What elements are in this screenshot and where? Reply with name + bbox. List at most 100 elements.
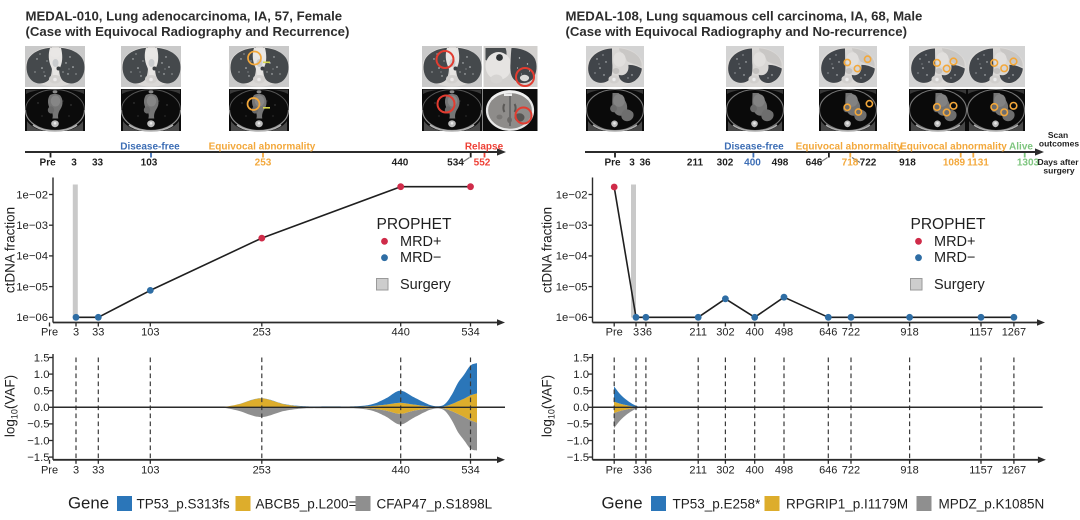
svg-text:3: 3 xyxy=(633,464,639,476)
svg-text:Disease-free: Disease-free xyxy=(724,142,784,153)
svg-text:−1.5: −1.5 xyxy=(27,452,49,464)
svg-text:1e−03: 1e−03 xyxy=(556,220,588,232)
svg-text:Pre: Pre xyxy=(606,327,623,339)
svg-text:36: 36 xyxy=(640,327,652,339)
svg-text:534: 534 xyxy=(461,327,479,339)
svg-text:Gene: Gene xyxy=(602,494,643,513)
svg-text:1303: 1303 xyxy=(1017,158,1040,169)
svg-text:log10(VAF): log10(VAF) xyxy=(3,375,20,437)
svg-text:33: 33 xyxy=(92,327,104,339)
svg-text:646: 646 xyxy=(819,327,837,339)
svg-text:0.5: 0.5 xyxy=(573,386,589,398)
svg-text:Pre: Pre xyxy=(604,158,621,169)
svg-text:1267: 1267 xyxy=(1002,464,1026,476)
svg-text:MPDZ_p.K1085N: MPDZ_p.K1085N xyxy=(939,497,1045,512)
svg-text:36: 36 xyxy=(639,158,651,169)
svg-text:TP53_p.S313fs: TP53_p.S313fs xyxy=(137,497,230,512)
svg-text:718: 718 xyxy=(842,158,859,169)
svg-text:440: 440 xyxy=(392,464,410,476)
svg-text:253: 253 xyxy=(255,158,272,169)
svg-text:Scan: Scan xyxy=(1048,130,1068,140)
svg-text:498: 498 xyxy=(775,327,793,339)
svg-text:−1.0: −1.0 xyxy=(27,435,49,447)
svg-text:log10(VAF): log10(VAF) xyxy=(540,375,557,437)
svg-text:1157: 1157 xyxy=(969,327,993,339)
svg-text:ctDNA fraction: ctDNA fraction xyxy=(540,207,555,293)
svg-text:103: 103 xyxy=(141,158,158,169)
svg-text:552: 552 xyxy=(474,158,491,169)
svg-text:0.5: 0.5 xyxy=(34,386,50,398)
svg-text:Relapse: Relapse xyxy=(465,142,504,153)
svg-text:918: 918 xyxy=(900,464,918,476)
svg-text:3: 3 xyxy=(633,327,639,339)
svg-text:−1.0: −1.0 xyxy=(567,435,589,447)
svg-text:302: 302 xyxy=(716,327,734,339)
svg-text:MRD+: MRD+ xyxy=(400,234,442,250)
svg-text:Disease-free: Disease-free xyxy=(120,142,180,153)
svg-text:646: 646 xyxy=(806,158,823,169)
svg-text:400: 400 xyxy=(746,464,764,476)
svg-text:1.5: 1.5 xyxy=(573,352,589,364)
svg-text:Pre: Pre xyxy=(41,464,58,476)
svg-text:3: 3 xyxy=(73,327,79,339)
svg-text:211: 211 xyxy=(689,327,707,339)
svg-text:Alive: Alive xyxy=(1009,142,1033,153)
svg-text:918: 918 xyxy=(899,158,916,169)
svg-text:918: 918 xyxy=(900,327,918,339)
svg-text:440: 440 xyxy=(392,158,409,169)
svg-text:103: 103 xyxy=(141,327,159,339)
svg-text:1157: 1157 xyxy=(969,464,993,476)
svg-text:1e−06: 1e−06 xyxy=(16,312,48,324)
svg-text:1e−02: 1e−02 xyxy=(16,189,48,201)
svg-text:Gene: Gene xyxy=(68,494,109,513)
svg-text:TP53_p.E258*: TP53_p.E258* xyxy=(673,497,762,512)
svg-text:1131: 1131 xyxy=(967,158,989,169)
svg-text:1e−05: 1e−05 xyxy=(556,281,588,293)
svg-text:103: 103 xyxy=(141,464,159,476)
svg-text:498: 498 xyxy=(772,158,789,169)
svg-text:Equivocal abnormality: Equivocal abnormality xyxy=(796,142,903,153)
svg-text:CFAP47_p.S1898L: CFAP47_p.S1898L xyxy=(377,497,493,512)
svg-text:400: 400 xyxy=(746,327,764,339)
svg-text:Days after: Days after xyxy=(1037,157,1079,167)
svg-text:MRD−: MRD− xyxy=(400,250,442,266)
svg-text:ctDNA fraction: ctDNA fraction xyxy=(3,207,18,293)
svg-text:Equivocal abnormality: Equivocal abnormality xyxy=(900,142,1007,153)
svg-text:surgery: surgery xyxy=(1043,166,1074,176)
svg-text:ABCB5_p.L200=: ABCB5_p.L200= xyxy=(256,497,357,512)
svg-text:33: 33 xyxy=(92,464,104,476)
svg-text:MRD+: MRD+ xyxy=(934,234,976,250)
svg-text:Surgery: Surgery xyxy=(400,277,452,293)
svg-text:253: 253 xyxy=(253,327,271,339)
svg-text:−0.5: −0.5 xyxy=(567,419,589,431)
svg-text:3: 3 xyxy=(73,464,79,476)
svg-text:Equivocal abnormality: Equivocal abnormality xyxy=(209,142,316,153)
svg-text:211: 211 xyxy=(687,158,704,169)
svg-text:498: 498 xyxy=(775,464,793,476)
svg-text:Surgery: Surgery xyxy=(934,277,986,293)
svg-text:3: 3 xyxy=(629,158,635,169)
svg-text:Pre: Pre xyxy=(40,158,57,169)
svg-text:Pre: Pre xyxy=(41,327,58,339)
svg-text:646: 646 xyxy=(819,464,837,476)
svg-text:1e−04: 1e−04 xyxy=(556,251,588,263)
svg-text:MRD−: MRD− xyxy=(934,250,976,266)
svg-text:534: 534 xyxy=(461,464,479,476)
svg-text:MEDAL-108, Lung squamous cell: MEDAL-108, Lung squamous cell carcinoma,… xyxy=(566,9,923,24)
svg-text:(Case with Equivocal Radiograp: (Case with Equivocal Radiography and No-… xyxy=(566,24,907,39)
svg-text:33: 33 xyxy=(92,158,104,169)
svg-text:1e−04: 1e−04 xyxy=(16,251,48,263)
svg-text:1e−06: 1e−06 xyxy=(556,312,588,324)
svg-text:3: 3 xyxy=(71,158,77,169)
svg-text:302: 302 xyxy=(716,464,734,476)
svg-text:1.0: 1.0 xyxy=(34,369,50,381)
svg-text:1.0: 1.0 xyxy=(573,369,589,381)
svg-text:−1.5: −1.5 xyxy=(567,452,589,464)
svg-text:722: 722 xyxy=(860,158,877,169)
svg-text:RPGRIP1_p.I1179M: RPGRIP1_p.I1179M xyxy=(786,497,908,512)
svg-text:1.5: 1.5 xyxy=(34,352,50,364)
svg-text:−0.5: −0.5 xyxy=(27,419,49,431)
svg-text:PROPHET: PROPHET xyxy=(377,216,452,233)
svg-text:534: 534 xyxy=(447,158,464,169)
svg-text:440: 440 xyxy=(392,327,410,339)
